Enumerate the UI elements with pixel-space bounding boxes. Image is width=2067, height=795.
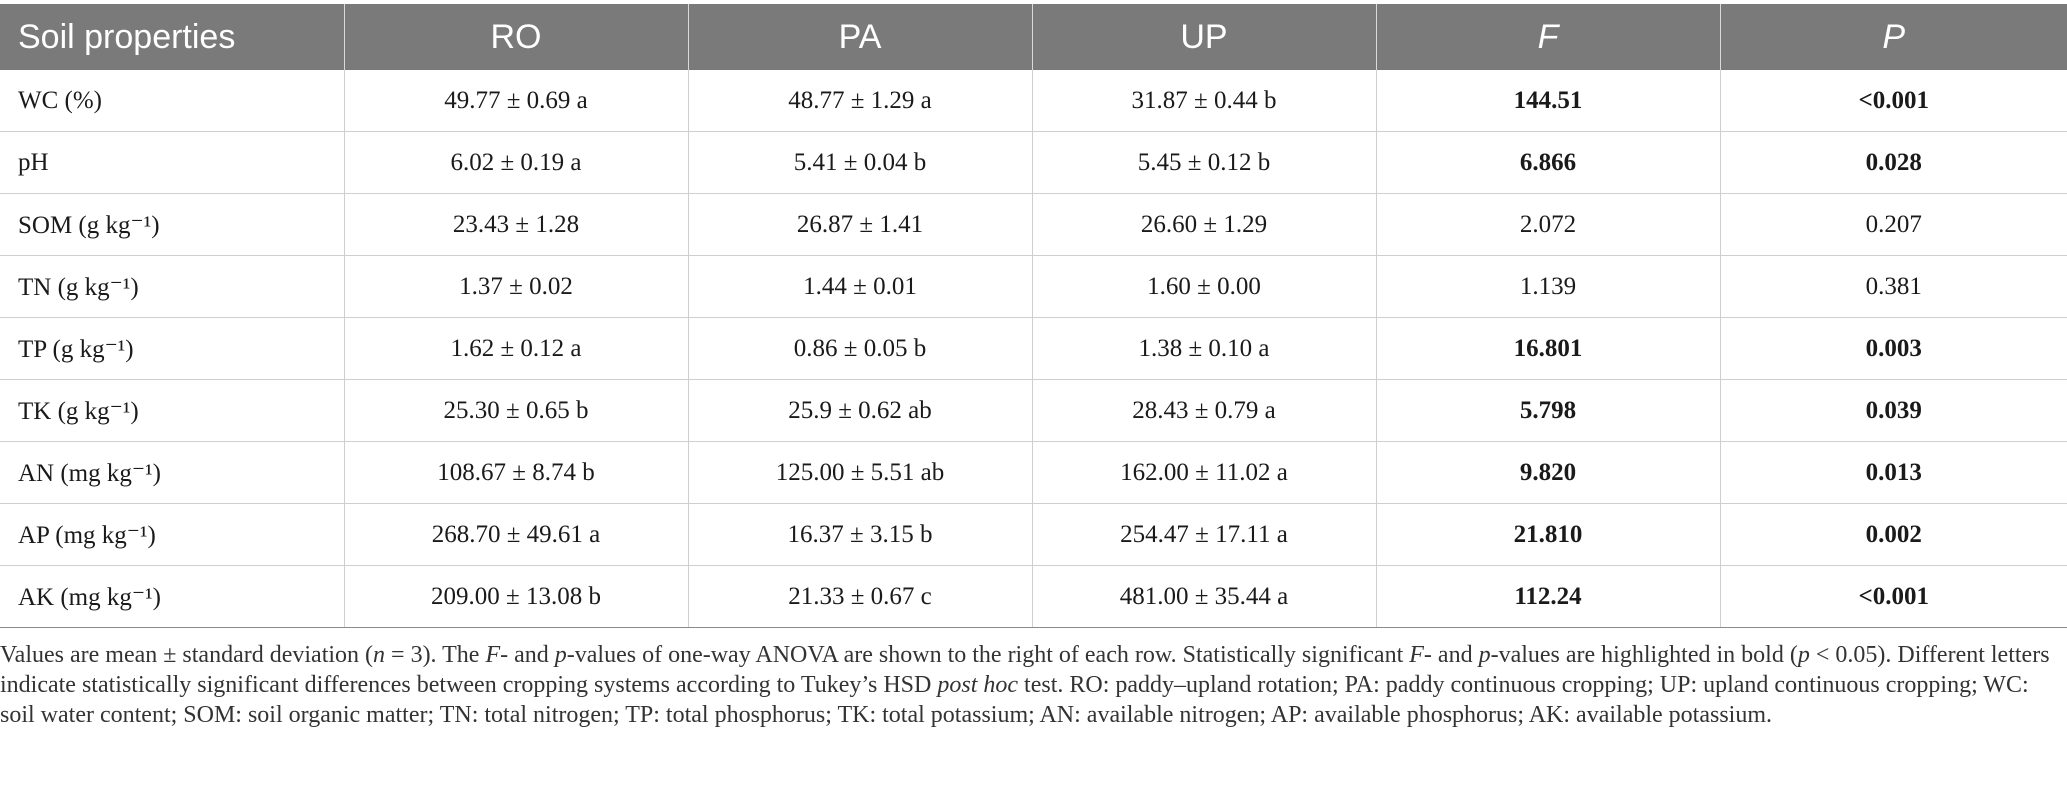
cell-property: TN (g kg⁻¹) (0, 255, 345, 318)
cell-property: pH (0, 131, 345, 194)
header-pa: PA (688, 4, 1033, 70)
cell-p-value: <0.001 (1720, 70, 2067, 132)
cell-property: SOM (g kg⁻¹) (0, 193, 345, 256)
footnote-italic-n: n (373, 642, 386, 668)
cell-up: 1.38 ± 0.10 a (1032, 317, 1377, 380)
cell-f-value: 6.866 (1376, 131, 1721, 194)
cell-pa: 26.87 ± 1.41 (688, 193, 1033, 256)
footnote-italic-p: p (554, 642, 567, 668)
cell-p-value: 0.207 (1720, 193, 2067, 256)
cell-pa: 48.77 ± 1.29 a (688, 70, 1033, 132)
table-row: AN (mg kg⁻¹) 108.67 ± 8.74 b 125.00 ± 5.51… (0, 441, 2067, 504)
footnote-text: = 3). The (385, 642, 486, 668)
cell-pa: 125.00 ± 5.51 ab (688, 441, 1033, 504)
cell-ro: 1.37 ± 0.02 (344, 255, 689, 318)
cell-f-value: 112.24 (1376, 565, 1721, 628)
footnote-text: - and (500, 642, 555, 668)
footnote-italic-f: F (1409, 642, 1424, 668)
cell-f-value: 5.798 (1376, 379, 1721, 442)
cell-ro: 6.02 ± 0.19 a (344, 131, 689, 194)
cell-pa: 5.41 ± 0.04 b (688, 131, 1033, 194)
cell-f-value: 2.072 (1376, 193, 1721, 256)
cell-property: WC (%) (0, 70, 345, 132)
soil-properties-table: Soil properties RO PA UP F P WC (%) 49.77… (0, 4, 2067, 628)
cell-ro: 108.67 ± 8.74 b (344, 441, 689, 504)
header-p: P (1720, 4, 2067, 70)
table-row: TN (g kg⁻¹) 1.37 ± 0.02 1.44 ± 0.01 1.60 ± … (0, 255, 2067, 318)
cell-ro: 23.43 ± 1.28 (344, 193, 689, 256)
table-row: TP (g kg⁻¹) 1.62 ± 0.12 a 0.86 ± 0.05 b 1.3… (0, 317, 2067, 380)
table-row: WC (%) 49.77 ± 0.69 a 48.77 ± 1.29 a 31.87 … (0, 70, 2067, 132)
header-ro: RO (344, 4, 689, 70)
cell-up: 162.00 ± 11.02 a (1032, 441, 1377, 504)
cell-pa: 16.37 ± 3.15 b (688, 503, 1033, 566)
header-row: Soil properties RO PA UP F P (0, 4, 2067, 70)
cell-f-value: 9.820 (1376, 441, 1721, 504)
cell-p-value: 0.013 (1720, 441, 2067, 504)
footnote-text: test. RO: paddy–upland rotation; PA: pad… (0, 672, 2029, 728)
cell-up: 31.87 ± 0.44 b (1032, 70, 1377, 132)
cell-ro: 268.70 ± 49.61 a (344, 503, 689, 566)
footnote-text: Values are mean ± standard deviation ( (0, 642, 374, 668)
cell-f-value: 1.139 (1376, 255, 1721, 318)
footnote-text: -values are highlighted in bold ( (1490, 642, 1798, 668)
footnote-italic-p: p (1797, 642, 1810, 668)
data-table-container: Soil properties RO PA UP F P WC (%) 49.77… (0, 4, 2067, 628)
cell-pa: 25.9 ± 0.62 ab (688, 379, 1033, 442)
table-row: SOM (g kg⁻¹) 23.43 ± 1.28 26.87 ± 1.41 26.6… (0, 193, 2067, 256)
cell-up: 26.60 ± 1.29 (1032, 193, 1377, 256)
cell-f-value: 21.810 (1376, 503, 1721, 566)
cell-ro: 25.30 ± 0.65 b (344, 379, 689, 442)
cell-p-value: 0.003 (1720, 317, 2067, 380)
cell-pa: 1.44 ± 0.01 (688, 255, 1033, 318)
cell-f-value: 16.801 (1376, 317, 1721, 380)
header-soil-properties: Soil properties (0, 4, 345, 70)
cell-property: TK (g kg⁻¹) (0, 379, 345, 442)
cell-up: 5.45 ± 0.12 b (1032, 131, 1377, 194)
cell-pa: 0.86 ± 0.05 b (688, 317, 1033, 380)
cell-f-value: 144.51 (1376, 70, 1721, 132)
footnote-italic-f: F (485, 642, 501, 668)
header-f: F (1376, 4, 1721, 70)
footnote-text: < 0.05). Different letters indicate stat… (0, 642, 2050, 698)
cell-up: 481.00 ± 35.44 a (1032, 565, 1377, 628)
cell-ro: 209.00 ± 13.08 b (344, 565, 689, 628)
cell-p-value: 0.039 (1720, 379, 2067, 442)
table-footnote: Values are mean ± standard deviation (n … (0, 640, 2060, 730)
table-header: Soil properties RO PA UP F P (0, 4, 2067, 70)
cell-property: AP (mg kg⁻¹) (0, 503, 345, 566)
cell-up: 254.47 ± 17.11 a (1032, 503, 1377, 566)
cell-up: 28.43 ± 0.79 a (1032, 379, 1377, 442)
cell-pa: 21.33 ± 0.67 c (688, 565, 1033, 628)
cell-ro: 1.62 ± 0.12 a (344, 317, 689, 380)
table-body: WC (%) 49.77 ± 0.69 a 48.77 ± 1.29 a 31.87 … (0, 70, 2067, 628)
footnote-text: -values of one-way ANOVA are shown to th… (566, 642, 1410, 668)
footnote-text: - and (1423, 642, 1479, 668)
table-row: TK (g kg⁻¹) 25.30 ± 0.65 b 25.9 ± 0.62 ab 2… (0, 379, 2067, 442)
cell-p-value: 0.381 (1720, 255, 2067, 318)
cell-up: 1.60 ± 0.00 (1032, 255, 1377, 318)
table-row: AK (mg kg⁻¹) 209.00 ± 13.08 b 21.33 ± 0.67… (0, 565, 2067, 628)
header-up: UP (1032, 4, 1377, 70)
footnote-italic-p: p (1478, 642, 1491, 668)
footnote-italic-post-hoc: post hoc (937, 672, 1019, 698)
table-row: AP (mg kg⁻¹) 268.70 ± 49.61 a 16.37 ± 3.15… (0, 503, 2067, 566)
cell-p-value: <0.001 (1720, 565, 2067, 628)
table-row: pH 6.02 ± 0.19 a 5.41 ± 0.04 b 5.45 ± 0.12 … (0, 131, 2067, 194)
cell-property: AK (mg kg⁻¹) (0, 565, 345, 628)
cell-property: TP (g kg⁻¹) (0, 317, 345, 380)
cell-property: AN (mg kg⁻¹) (0, 441, 345, 504)
cell-ro: 49.77 ± 0.69 a (344, 70, 689, 132)
cell-p-value: 0.002 (1720, 503, 2067, 566)
cell-p-value: 0.028 (1720, 131, 2067, 194)
